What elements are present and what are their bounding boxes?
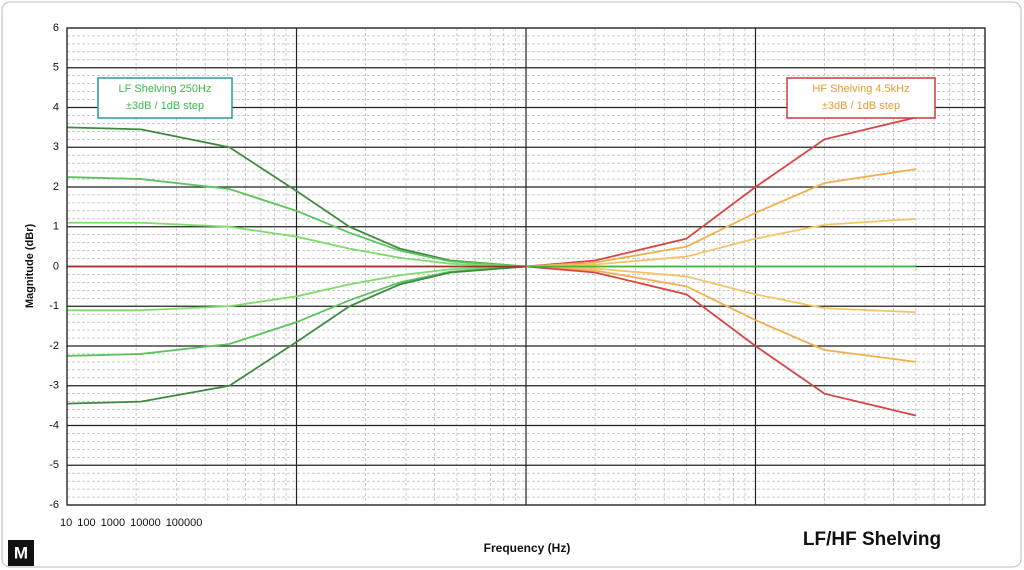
curve [525, 265, 916, 314]
curve [66, 126, 527, 268]
x-tick-label: 100000 [166, 517, 203, 529]
annotation-text: ±3dB / 1dB step [822, 100, 900, 112]
x-tick-label: 10 [60, 517, 72, 529]
curve [525, 217, 916, 268]
curve [525, 265, 917, 417]
curve [525, 168, 917, 268]
y-tick-label: 5 [53, 62, 59, 74]
y-tick-label: 6 [53, 22, 59, 34]
y-tick-label: 4 [53, 101, 59, 113]
annotation-text: HF Shelving 4.5kHz [812, 83, 909, 95]
y-tick-label: -6 [49, 499, 59, 511]
y-tick-label: 1 [53, 221, 59, 233]
y-tick-label: -1 [49, 300, 59, 312]
chart-title: LF/HF Shelving [803, 529, 941, 550]
annotation-box [97, 77, 233, 119]
annotation-box [786, 77, 936, 119]
y-tick-label: 2 [53, 181, 59, 193]
curve [66, 176, 527, 268]
curve [66, 265, 527, 405]
y-tick-label: -3 [49, 380, 59, 392]
x-tick-label: 100 [77, 517, 95, 529]
logo-box [8, 540, 34, 566]
logo: M [14, 543, 28, 562]
curve [525, 265, 917, 363]
curve [67, 265, 527, 312]
y-axis-title: Magnitude (dBr) [24, 224, 36, 309]
y-tick-label: -4 [49, 419, 59, 431]
x-tick-label: 1000 [101, 517, 125, 529]
curves [66, 116, 917, 417]
plot-border [66, 27, 986, 506]
curve [525, 116, 917, 268]
y-tick-label: -2 [49, 340, 59, 352]
x-tick-label: 10000 [130, 517, 161, 529]
curve [66, 265, 527, 357]
x-axis-title: Frequency (Hz) [484, 541, 571, 555]
y-tick-label: -5 [49, 459, 59, 471]
annotations: LF Shelving 250Hz ±3dB / 1dB step HF Shelv… [97, 77, 936, 119]
annotation-text: ±3dB / 1dB step [126, 100, 204, 112]
y-tick-label: 0 [53, 260, 59, 272]
curve [67, 221, 527, 268]
y-tick-label: 3 [53, 141, 59, 153]
annotation-text: LF Shelving 250Hz [119, 83, 212, 95]
